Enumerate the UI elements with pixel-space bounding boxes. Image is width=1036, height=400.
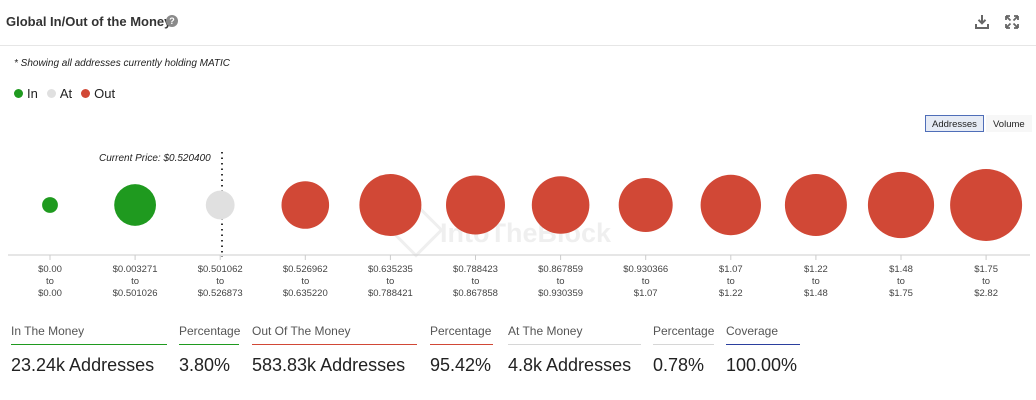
x-tick-label-5-from: $0.788423	[453, 264, 498, 275]
x-tick-label-6-to: $0.930359	[538, 288, 583, 299]
x-tick-label-2-to: $0.526873	[198, 288, 243, 299]
x-tick-label-1-from: $0.003271	[113, 264, 158, 275]
stat-coverage: Coverage 100.00%	[726, 324, 800, 376]
stat-value-at-percentage: 0.78%	[653, 355, 705, 375]
stat-at-percentage: Percentage 0.78%	[653, 324, 714, 376]
x-tick-label-7-to: $1.07	[634, 288, 658, 299]
bubble-chart: IntoTheBlock Current Price: $0.520400 $0…	[8, 152, 1030, 299]
stat-label-coverage: Coverage	[726, 324, 800, 345]
stat-value-out-of-the-money: 583.83k Addresses	[252, 355, 406, 375]
bubble-out-8[interactable]	[700, 174, 761, 236]
stat-label-in-percentage: Percentage	[179, 324, 240, 345]
x-tick-label-5-to-word: to	[472, 276, 480, 287]
stat-label-out-of-the-money: Out Of The Money	[252, 324, 417, 345]
volume-toggle-button[interactable]: Volume	[986, 115, 1032, 132]
x-tick-label-6-to-word: to	[557, 276, 565, 287]
x-tick-label-0-to: $0.00	[38, 288, 62, 299]
stat-in-the-money: In The Money 23.24k Addresses	[11, 324, 167, 376]
stat-at-the-money: At The Money 4.8k Addresses	[508, 324, 641, 376]
stat-value-in-percentage: 3.80%	[179, 355, 231, 375]
stat-label-out-percentage: Percentage	[430, 324, 493, 345]
widget-title: Global In/Out of the Money	[6, 14, 172, 29]
bubble-at-2[interactable]	[205, 190, 235, 220]
x-tick-label-9-to: $1.48	[804, 288, 828, 299]
legend-item-out[interactable]: Out	[81, 86, 115, 101]
x-tick-label-2-from: $0.501062	[198, 264, 243, 275]
bubble-out-9[interactable]	[784, 174, 847, 236]
bubble-in-0[interactable]	[42, 197, 58, 213]
x-tick-label-7-from: $0.930366	[623, 264, 668, 275]
x-tick-label-1-to-word: to	[131, 276, 139, 287]
stat-label-at-the-money: At The Money	[508, 324, 641, 345]
x-tick-label-1-to: $0.501026	[113, 288, 158, 299]
legend-item-at[interactable]: At	[46, 86, 73, 101]
legend-label-out: Out	[94, 86, 116, 101]
bubble-in-1[interactable]	[114, 184, 156, 226]
current-price-label: Current Price: $0.520400	[99, 153, 211, 164]
stat-label-in-the-money: In The Money	[11, 324, 167, 345]
stat-label-at-percentage: Percentage	[653, 324, 714, 345]
x-tick-label-7-to-word: to	[642, 276, 650, 287]
x-tick-label-11-to-word: to	[982, 276, 990, 287]
stat-value-at-the-money: 4.8k Addresses	[508, 355, 632, 375]
x-tick-label-4-from: $0.635235	[368, 264, 413, 275]
x-tick-label-3-to: $0.635220	[283, 288, 328, 299]
x-tick-label-0-from: $0.00	[38, 264, 62, 275]
legend-dot-in	[14, 89, 23, 98]
expand-icon[interactable]	[1003, 13, 1021, 31]
legend-dot-at	[46, 89, 56, 98]
x-tick-label-4-to: $0.788421	[368, 288, 413, 299]
stat-in-percentage: Percentage 3.80%	[179, 324, 240, 376]
x-tick-label-10-to-word: to	[897, 276, 905, 287]
x-tick-label-9-from: $1.22	[804, 264, 828, 275]
x-tick-label-10-from: $1.48	[889, 264, 913, 275]
bubble-out-6[interactable]	[531, 176, 590, 234]
x-tick-label-8-to-word: to	[727, 276, 735, 287]
x-tick-label-8-from: $1.07	[719, 264, 743, 275]
x-tick-label-11-from: $1.75	[974, 264, 998, 275]
stat-value-out-percentage: 95.42%	[430, 355, 492, 375]
stat-out-percentage: Percentage 95.42%	[430, 324, 493, 376]
x-tick-label-5-to: $0.867858	[453, 288, 498, 299]
bubble-out-4[interactable]	[359, 174, 422, 236]
download-icon[interactable]	[973, 13, 991, 31]
x-tick-label-10-to: $1.75	[889, 288, 913, 299]
x-tick-label-4-to-word: to	[386, 276, 394, 287]
bubble-out-3[interactable]	[281, 181, 330, 229]
bubble-out-11[interactable]	[950, 169, 1023, 241]
addresses-toggle-button[interactable]: Addresses	[925, 115, 984, 132]
bubble-out-5[interactable]	[446, 175, 505, 235]
legend-label-at: At	[59, 86, 73, 101]
x-tick-label-0-to-word: to	[46, 276, 54, 287]
x-tick-label-11-to: $2.82	[974, 288, 998, 299]
legend-label-in: In	[27, 86, 38, 101]
legend-dot-out	[81, 89, 91, 98]
question-circle-icon[interactable]: ?	[166, 15, 178, 27]
legend-item-in[interactable]: In	[14, 86, 38, 101]
x-tick-label-2-to-word: to	[216, 276, 224, 287]
widget-header: Global In/Out of the Money ?	[0, 0, 1036, 46]
legend: In At Out	[14, 86, 124, 101]
stat-out-of-the-money: Out Of The Money 583.83k Addresses	[252, 324, 417, 376]
holding-note: * Showing all addresses currently holdin…	[14, 58, 231, 69]
x-tick-label-8-to: $1.22	[719, 288, 743, 299]
x-tick-label-3-from: $0.526962	[283, 264, 328, 275]
x-tick-label-9-to-word: to	[812, 276, 820, 287]
stat-value-in-the-money: 23.24k Addresses	[11, 355, 155, 375]
stat-value-coverage: 100.00%	[726, 355, 798, 375]
x-tick-label-6-from: $0.867859	[538, 264, 583, 275]
x-tick-label-3-to-word: to	[301, 276, 309, 287]
bubble-out-10[interactable]	[867, 171, 935, 239]
bubble-out-7[interactable]	[618, 178, 673, 232]
